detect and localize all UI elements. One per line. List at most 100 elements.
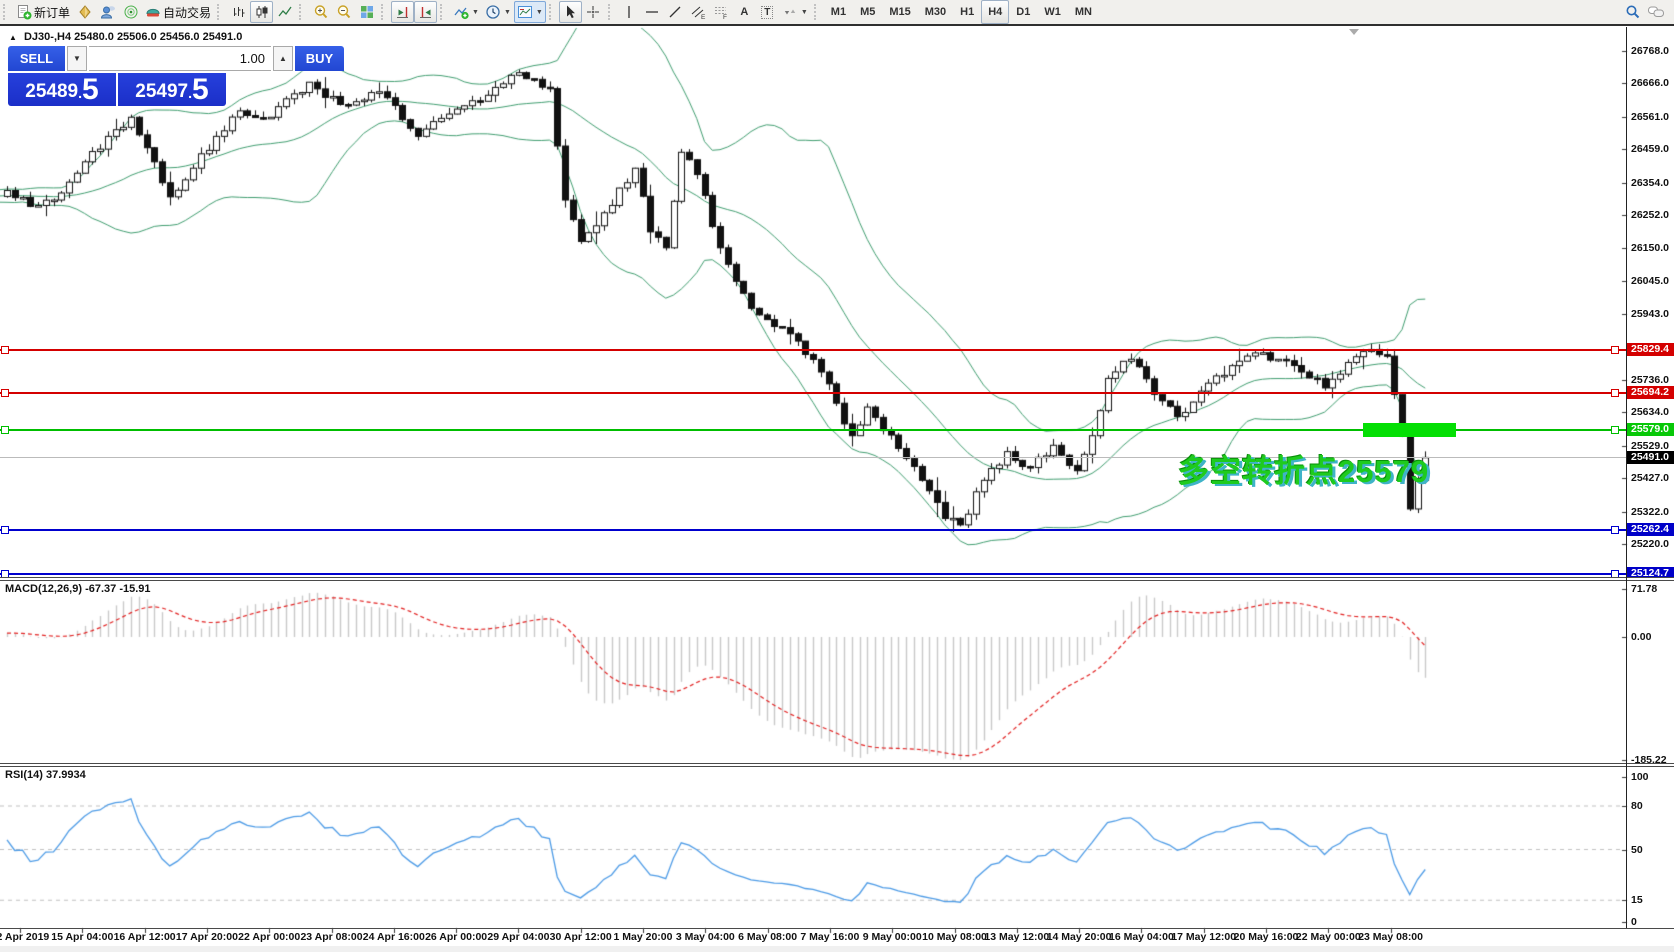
template-button[interactable]: ▼ xyxy=(513,1,546,23)
macd-tick-label: 0.00 xyxy=(1631,631,1652,643)
horizontal-line-25491[interactable] xyxy=(0,457,1626,458)
rsi-label: RSI(14) 37.9934 xyxy=(5,769,86,781)
new-order-button[interactable]: 新订单 xyxy=(13,1,73,23)
time-tick-label: 23 May 08:00 xyxy=(1358,931,1423,943)
horizontal-line-25829.4[interactable] xyxy=(0,346,1626,354)
cursor-tool-button[interactable] xyxy=(558,1,582,23)
tile-windows-button[interactable] xyxy=(355,1,378,23)
auto-scroll-icon xyxy=(418,4,434,20)
fibonacci-tool-button[interactable]: F xyxy=(710,1,733,23)
time-tick-label: 23 Apr 08:00 xyxy=(300,931,363,943)
zoom-in-button[interactable] xyxy=(309,1,332,23)
arrows-tool-button[interactable]: ▼ xyxy=(779,1,811,23)
text-tool-button[interactable]: A xyxy=(733,1,756,23)
symbol-period-label: DJ30-,H4 xyxy=(23,31,72,43)
market-watch-button[interactable] xyxy=(73,1,96,23)
time-tick-label: 10 May 08:00 xyxy=(922,931,987,943)
price-tick-label: 25427.0 xyxy=(1631,472,1669,485)
rsi-bottom-border xyxy=(0,928,1674,929)
search-button[interactable] xyxy=(1621,1,1644,23)
price-tick-label: 25634.0 xyxy=(1631,406,1669,419)
line-chart-button[interactable] xyxy=(273,1,296,23)
timeframe-button-m1[interactable]: M1 xyxy=(830,6,847,18)
volume-increase-button[interactable]: ▲ xyxy=(273,46,293,71)
time-tick-label: 24 Apr 16:00 xyxy=(362,931,425,943)
timeframe-button-m15[interactable]: M15 xyxy=(889,6,911,18)
vertical-line-tool-button[interactable] xyxy=(618,1,641,23)
line-handle[interactable] xyxy=(1,526,9,534)
sell-button[interactable]: SELL xyxy=(8,46,65,71)
candlestick-chart-button[interactable] xyxy=(250,1,274,23)
line-handle[interactable] xyxy=(1611,389,1619,397)
time-tick-label: 16 May 04:00 xyxy=(1108,931,1174,943)
toolbar-group-handle xyxy=(813,4,820,20)
profiles-button[interactable] xyxy=(96,1,119,23)
toolbar-group-handle xyxy=(548,4,555,20)
rsi-tick-label: 15 xyxy=(1631,894,1643,907)
buy-price-frac: 5 xyxy=(192,73,209,106)
toolbar-group-handle xyxy=(217,4,223,20)
buy-price-display[interactable]: 25497. 5 xyxy=(118,73,226,106)
line-handle[interactable] xyxy=(1611,526,1619,534)
period-button[interactable]: ▼ xyxy=(482,1,514,23)
line-handle[interactable] xyxy=(1,346,9,354)
line-handle[interactable] xyxy=(1611,346,1619,354)
line-handle[interactable] xyxy=(1,389,9,397)
line-handle[interactable] xyxy=(1611,426,1619,434)
time-tick-label: 26 Apr 00:00 xyxy=(425,931,488,943)
timeframe-button-h4[interactable]: H4 xyxy=(981,0,1010,24)
bar-chart-button[interactable] xyxy=(227,1,250,23)
timeframe-button-m30[interactable]: M30 xyxy=(924,6,947,18)
price-tick-label: 26561.0 xyxy=(1631,110,1669,123)
signals-button[interactable] xyxy=(119,1,142,23)
horizontal-line-tool-button[interactable] xyxy=(641,1,664,23)
autotrading-button[interactable]: 自动交易 xyxy=(142,1,214,23)
timeframe-button-m5[interactable]: M5 xyxy=(860,6,876,18)
toolbar-group-handle xyxy=(440,4,446,20)
horizontal-line-25124.7[interactable] xyxy=(0,570,1626,578)
timeframe-button-mn[interactable]: MN xyxy=(1074,6,1092,18)
annotation-text[interactable]: 多空转折点25579 xyxy=(1178,454,1430,489)
main-macd-separator[interactable] xyxy=(0,577,1674,581)
timeframe-button-d1[interactable]: D1 xyxy=(1016,6,1031,18)
horizontal-line-25579[interactable] xyxy=(0,426,1626,434)
crosshair-tool-button[interactable] xyxy=(582,1,605,23)
timeframe-button-h1[interactable]: H1 xyxy=(960,6,975,18)
time-tick-label: 7 May 16:00 xyxy=(800,931,860,943)
timeframe-group: M1 M5 M15 M30 H1 H4 D1 W1 MN xyxy=(824,0,1099,24)
chevron-down-icon: ▼ xyxy=(535,8,543,16)
macd-rsi-separator[interactable] xyxy=(0,763,1674,767)
add-indicator-button[interactable]: ▼ xyxy=(450,1,482,23)
buy-button[interactable]: BUY xyxy=(295,46,344,71)
highlight-rectangle[interactable] xyxy=(1363,423,1456,437)
volume-input[interactable] xyxy=(89,46,271,71)
spinner-up-icon: ▲ xyxy=(279,54,287,63)
ohlc-readout: 25480.0 25506.0 25456.0 25491.0 xyxy=(74,31,243,43)
volume-decrease-button[interactable]: ▼ xyxy=(67,46,87,71)
one-click-collapse-arrow[interactable]: ▲ xyxy=(9,33,17,42)
trendline-tool-button[interactable] xyxy=(664,1,687,23)
horizontal-line-25262.4[interactable] xyxy=(0,526,1626,534)
zoom-out-button[interactable] xyxy=(332,1,355,23)
vertical-line-icon xyxy=(621,4,637,20)
chat-button[interactable] xyxy=(1644,1,1668,23)
timeframe-button-w1[interactable]: W1 xyxy=(1044,6,1061,18)
text-tool-icon: A xyxy=(740,6,749,18)
horizontal-line-25694.2[interactable] xyxy=(0,389,1626,397)
buy-price-main: 25497 xyxy=(135,81,189,102)
price-tick-label: 26459.0 xyxy=(1631,143,1669,156)
label-tool-button[interactable]: T xyxy=(756,1,779,23)
search-icon xyxy=(1625,4,1641,20)
sell-price-display[interactable]: 25489. 5 xyxy=(8,73,116,106)
line-handle[interactable] xyxy=(1,426,9,434)
time-tick-label: 17 Apr 20:00 xyxy=(175,931,238,943)
one-click-panel: SELL ▼ ▲ BUY 25489.5 25497.5 xyxy=(8,46,344,106)
template-icon xyxy=(517,4,533,20)
line-chart-icon xyxy=(277,4,293,20)
equidistant-channel-tool-button[interactable]: E xyxy=(687,1,710,23)
auto-scroll-button[interactable] xyxy=(414,1,438,23)
time-tick-label: 16 Apr 12:00 xyxy=(113,931,176,943)
arrows-icon xyxy=(782,4,798,20)
chart-shift-button[interactable] xyxy=(391,1,415,23)
